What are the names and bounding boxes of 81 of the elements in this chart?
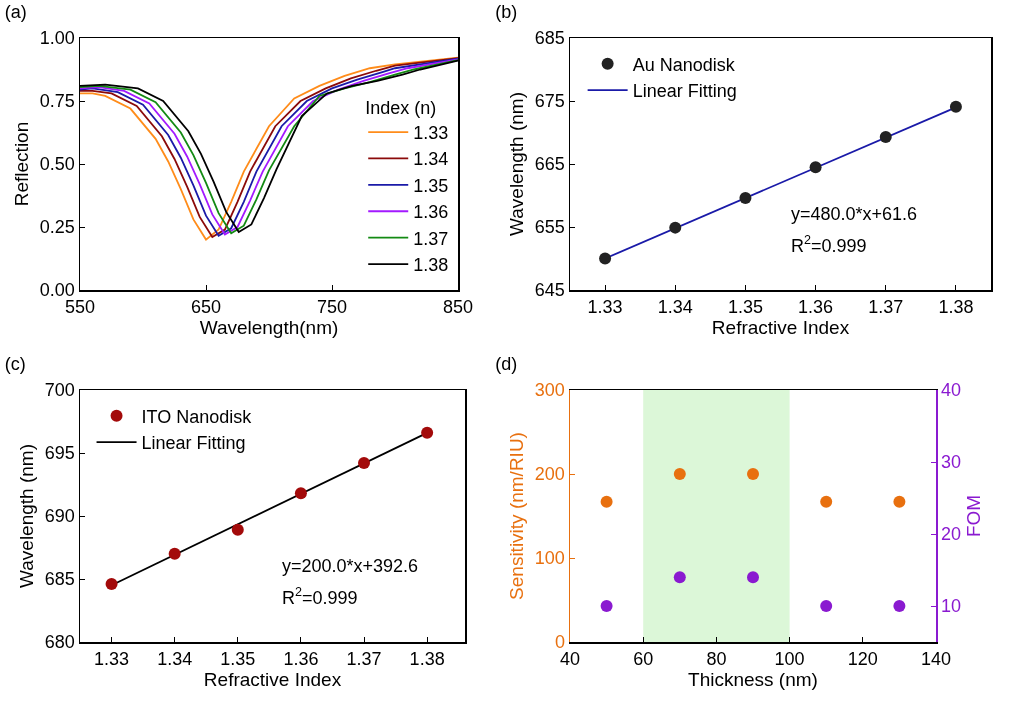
point [105,578,118,591]
x-axis-title: Refractive Index [711,317,850,339]
point [231,523,244,536]
point [294,487,307,500]
y-tick-label: 0.25 [39,217,75,238]
y-tick-label: 200 [534,464,565,485]
x-tick-label: 1.34 [657,297,693,318]
x-tick-label: 1.35 [727,297,763,318]
y-axis-title: Wavelength (nm) [505,92,527,236]
x-tick-label: 1.38 [409,649,445,670]
point [168,547,181,560]
x-tick-label: 850 [442,297,474,318]
y-tick-label: 0.75 [39,91,75,112]
y-tick-label: 300 [534,380,565,401]
x-axis-title: Wavelength(nm) [199,317,339,339]
point [809,161,822,174]
point [421,426,434,439]
legend-label: 1.35 [413,175,449,196]
y2-tick-label: 40 [941,380,962,401]
x-tick-label: 1.38 [938,297,974,318]
y-tick-label: 645 [534,280,565,301]
point [739,192,752,205]
x-tick-label: 80 [706,649,727,670]
x-tick-label: 1.33 [94,649,130,670]
annotation: R$^{2}$=0.999 [791,233,867,256]
x-tick-label: 1.37 [868,297,904,318]
x-tick-label: 1.35 [220,649,256,670]
y-tick-label: 685 [534,28,565,49]
x-tick-label: 140 [920,649,952,670]
point [879,130,892,143]
x-tick-label: 1.37 [346,649,382,670]
point [599,252,612,265]
y-tick-label: 675 [534,91,565,112]
x-tick-label: 1.36 [283,649,319,670]
x-tick-label: 1.33 [587,297,623,318]
x-tick-label: 1.34 [157,649,193,670]
y-tick-label: 685 [44,569,75,590]
legend-label: 1.34 [413,149,449,170]
y-axis-title: Reflection [10,121,32,207]
x-tick-label: 650 [190,297,222,318]
y2-axis-title: FOM [962,494,984,538]
annotation: R$^{2}$=0.999 [282,585,358,608]
legend-label: 1.38 [413,255,449,276]
x-axis-title: Refractive Index [203,669,342,691]
legend-label: Linear Fitting [141,433,246,454]
legend-label: ITO Nanodisk [141,406,253,427]
y-tick-label: 0.50 [39,154,75,175]
x-tick-label: 750 [316,297,348,318]
y-tick-label: 680 [44,632,75,653]
annotation: y=480.0*x+61.6 [791,204,918,224]
legend-title: Index (n) [365,97,437,118]
y-tick-label: 700 [44,380,75,401]
annotation: y=200.0*x+392.6 [282,556,419,576]
chart-title: (c) [4,353,26,374]
y-axis-title: Sensitivity (nm/RIU) [505,432,527,600]
x-tick-label: 100 [774,649,805,670]
x-tick-label: 120 [847,649,878,670]
legend-label: Au Nanodisk [632,54,736,75]
legend-label: Linear Fitting [632,81,737,102]
point [358,457,371,470]
y-tick-label: 695 [44,443,75,464]
y-tick-label: 690 [44,506,75,527]
x-tick-label: 60 [633,649,654,670]
legend-label: 1.36 [413,202,449,223]
point [669,221,682,234]
point [949,100,962,113]
y2-tick-label: 10 [941,596,962,617]
x-tick-label: 1.36 [798,297,834,318]
y-tick-label: 665 [534,154,565,175]
chart-title: (d) [495,353,518,374]
chart-title: (b) [495,1,518,22]
legend-label: 1.37 [413,228,449,249]
y2-tick-label: 20 [941,524,962,545]
y-axis-title: Wavelength (nm) [15,444,37,588]
x-axis-title: Thickness (nm) [688,669,818,691]
y-tick-label: 1.00 [39,28,75,49]
y-tick-label: 655 [534,217,565,238]
y-tick-label: 100 [534,548,565,569]
y2-tick-label: 30 [941,452,962,473]
chart-title: (a) [4,1,27,22]
legend-label: 1.33 [413,123,449,144]
